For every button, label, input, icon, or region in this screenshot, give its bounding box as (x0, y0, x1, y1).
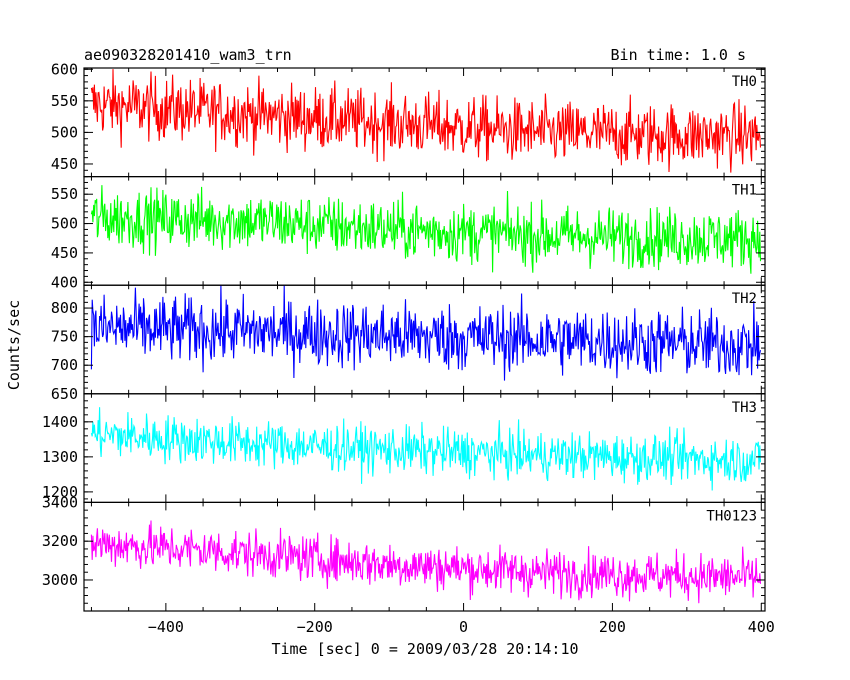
series-line-th1 (90, 185, 762, 274)
series-name-label: TH0123 (706, 508, 757, 524)
panel-th2: 650 700 750 800 TH2 (51, 284, 766, 403)
series-name-label: TH1 (732, 183, 757, 199)
y-tick-label: 550 (51, 185, 78, 203)
y-tick-label: 450 (51, 155, 78, 173)
series-line-th2 (90, 285, 762, 381)
y-tick-label: 650 (51, 385, 78, 403)
y-tick-label: 500 (51, 215, 78, 233)
panel-th1: 400 450 500 550 TH1 (51, 176, 766, 291)
x-tick-label: 400 (748, 618, 775, 636)
panel-th0: 450 500 550 600 TH0 (51, 60, 766, 178)
y-tick-label: 450 (51, 244, 78, 262)
y-tick-label: 600 (51, 60, 78, 78)
y-tick-label: 1400 (42, 413, 78, 431)
y-tick-label: 1300 (42, 448, 78, 466)
x-tick-label: −400 (148, 618, 184, 636)
y-tick-label: 3000 (42, 571, 78, 589)
y-tick-label: 3400 (42, 493, 78, 511)
series-line-th3 (90, 407, 762, 491)
chart-title: ae090328201410_wam3_trn (84, 46, 292, 64)
series-line-th0 (90, 69, 762, 173)
x-tick-label: 0 (459, 618, 468, 636)
series-name-label: TH0 (732, 74, 757, 90)
series-name-label: TH2 (732, 291, 757, 307)
x-axis: −400 −200 0 200 400 (148, 618, 775, 636)
panel-th0123: 3000 3200 3400 TH0123 (42, 493, 766, 612)
y-axis-label: Counts/sec (5, 300, 23, 390)
y-tick-label: 750 (51, 328, 78, 346)
panel-frame (83, 501, 766, 612)
y-tick-label: 3200 (42, 532, 78, 550)
y-tick-label: 400 (51, 273, 78, 291)
x-tick-label: −200 (297, 618, 333, 636)
panels-group: 450 500 550 600 TH0 400 450 500 550 TH1 650 700 750 8… (42, 60, 766, 612)
y-tick-label: 550 (51, 92, 78, 110)
series-line-th0123 (90, 520, 762, 604)
y-tick-label: 700 (51, 356, 78, 374)
y-tick-label: 1200 (42, 483, 78, 501)
x-tick-label: 200 (599, 618, 626, 636)
series-name-label: TH3 (732, 400, 757, 416)
panel-th3: 1200 1300 1400 TH3 (42, 393, 766, 503)
y-tick-label: 800 (51, 299, 78, 317)
y-tick-label: 500 (51, 123, 78, 141)
x-axis-label: Time [sec] 0 = 2009/03/28 20:14:10 (271, 640, 578, 658)
bin-time-label: Bin time: 1.0 s (611, 46, 746, 64)
